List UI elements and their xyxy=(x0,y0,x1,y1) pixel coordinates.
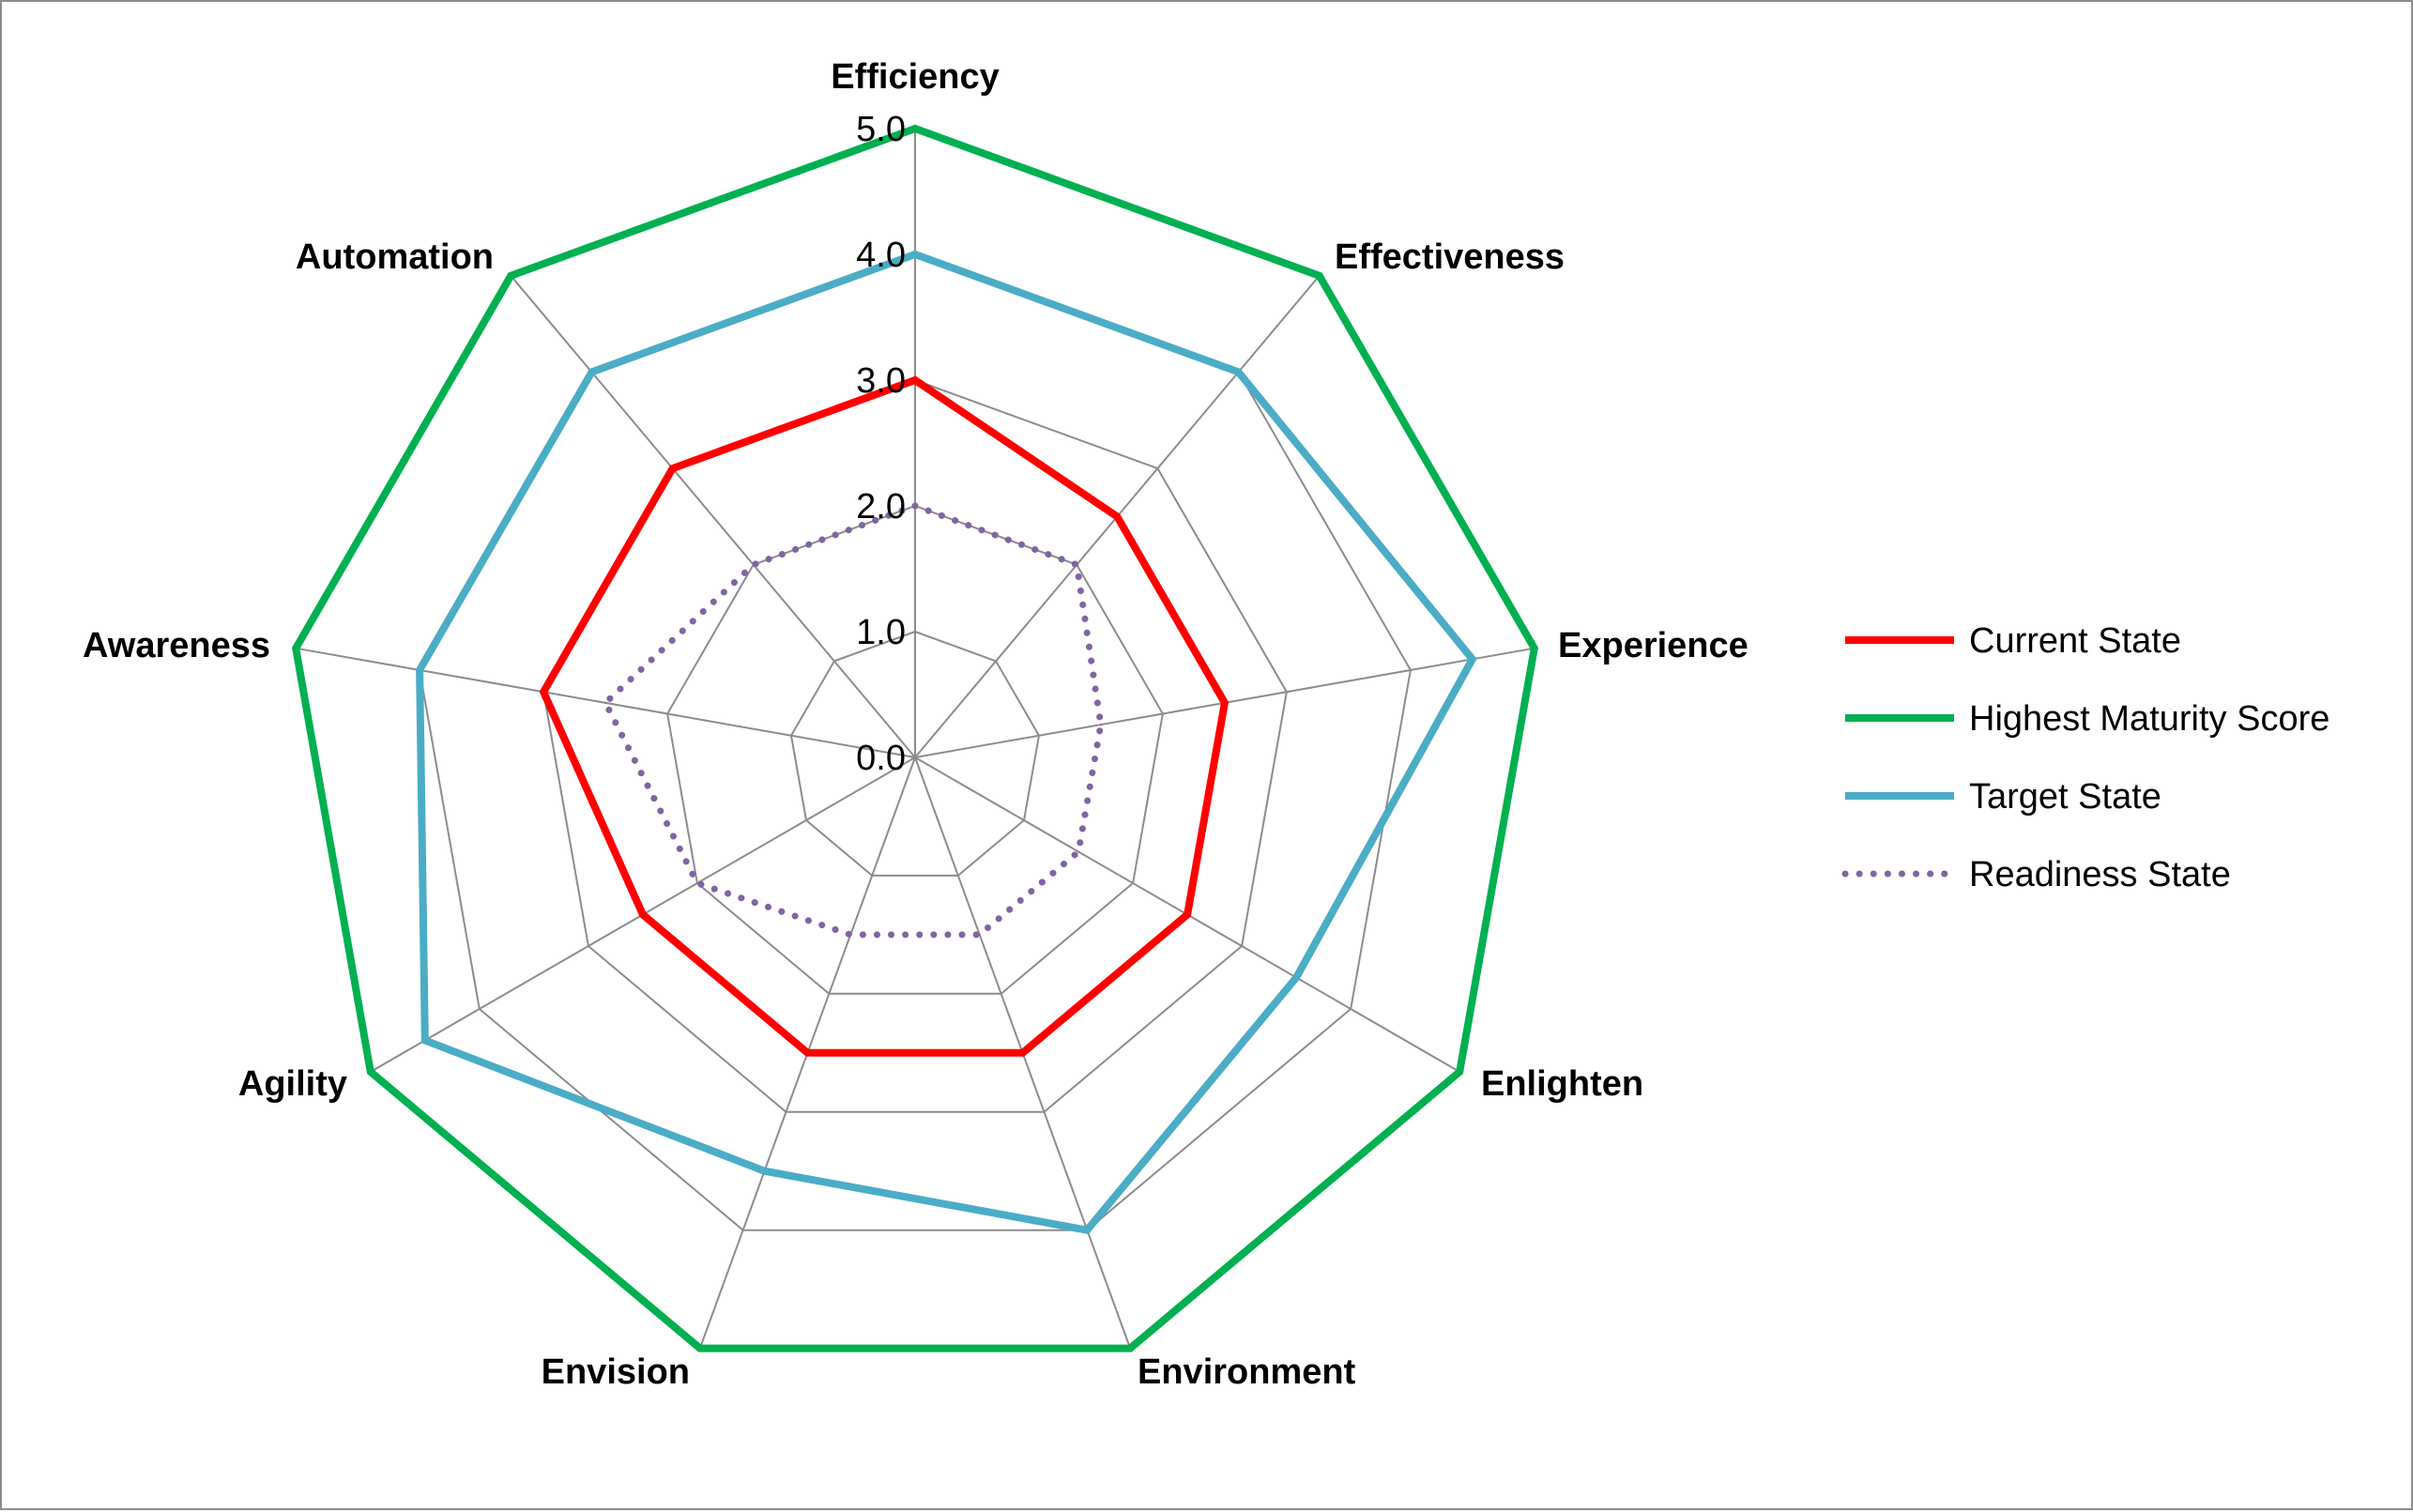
grid-ring xyxy=(666,504,1164,995)
legend: Current State Highest Maturity Score Targe… xyxy=(1841,621,2329,894)
series-point xyxy=(914,128,916,130)
series-point xyxy=(590,371,593,374)
series-point xyxy=(510,274,512,277)
series-point xyxy=(1186,913,1189,916)
legend-entry: Readiness State xyxy=(1841,855,2231,894)
category-label: Automation xyxy=(296,237,494,277)
series-point xyxy=(698,1347,701,1350)
series-point xyxy=(1223,701,1226,704)
category-label: Awareness xyxy=(83,626,270,665)
tick-label: 2.0 xyxy=(856,487,906,527)
series-point xyxy=(1076,563,1078,566)
series-point xyxy=(1077,850,1080,853)
series-point xyxy=(1086,1229,1089,1231)
series-point xyxy=(1237,371,1240,374)
series-point xyxy=(671,467,674,470)
legend-entry: Current State xyxy=(1845,621,2181,661)
series-line xyxy=(601,502,1105,939)
category-label: Environment xyxy=(1138,1352,1356,1392)
legend-label: Target State xyxy=(1969,777,2161,817)
category-label: Effectiveness xyxy=(1335,237,1565,277)
series-point xyxy=(1099,724,1102,726)
series-point xyxy=(1458,1071,1461,1073)
series-point xyxy=(763,1169,766,1172)
series-point xyxy=(1318,274,1321,277)
series-point xyxy=(1021,1051,1024,1054)
series-point xyxy=(914,379,916,381)
series-point xyxy=(419,668,421,671)
series-point xyxy=(604,701,607,704)
grid-spoke xyxy=(510,275,916,758)
tick-label: 3.0 xyxy=(856,361,906,401)
legend-label: Highest Maturity Score xyxy=(1969,699,2329,739)
series-point xyxy=(423,1039,426,1042)
category-label: Enlighten xyxy=(1481,1064,1643,1104)
series-point xyxy=(1116,515,1119,518)
series-point xyxy=(1471,658,1474,661)
series-point xyxy=(1129,1347,1132,1350)
series-line xyxy=(416,250,1477,1235)
series-point xyxy=(806,1051,809,1054)
series-group xyxy=(416,250,1477,1235)
tick-label: 1.0 xyxy=(856,613,906,652)
series-point xyxy=(914,253,916,255)
series-line xyxy=(539,375,1229,1057)
series-layer xyxy=(292,124,1538,1352)
legend-entry: Target State xyxy=(1845,777,2161,817)
legend-label: Readiness State xyxy=(1969,855,2231,894)
category-label: Envision xyxy=(542,1352,690,1392)
tick-label: 4.0 xyxy=(856,236,906,275)
series-point xyxy=(542,691,545,694)
grid-ring xyxy=(789,630,1041,877)
series-point xyxy=(369,1071,372,1073)
series-point xyxy=(914,505,916,507)
legend-label: Current State xyxy=(1969,621,2181,661)
series-point xyxy=(1295,976,1298,979)
category-label: Experience xyxy=(1558,626,1749,665)
series-point xyxy=(978,933,981,936)
series-point xyxy=(752,563,755,566)
tick-label: 5.0 xyxy=(856,110,906,149)
series-point xyxy=(295,647,298,649)
series-point xyxy=(1533,647,1535,649)
series-point xyxy=(641,913,644,916)
category-label: Efficiency xyxy=(831,57,1000,97)
legend-entry: Highest Maturity Score xyxy=(1845,699,2329,739)
series-point xyxy=(695,882,698,884)
series-group xyxy=(539,375,1229,1057)
series-group xyxy=(601,502,1105,939)
radial-tick-labels: 0.0 1.0 2.0 3.0 4.0 5.0 xyxy=(856,110,906,778)
tick-label: 0.0 xyxy=(856,739,906,778)
category-label: Agility xyxy=(238,1064,347,1104)
category-labels: Efficiency Effectiveness Experience Enlight… xyxy=(83,57,1749,1392)
series-point xyxy=(849,933,852,936)
series-group xyxy=(292,124,1538,1352)
series-line xyxy=(292,124,1538,1352)
